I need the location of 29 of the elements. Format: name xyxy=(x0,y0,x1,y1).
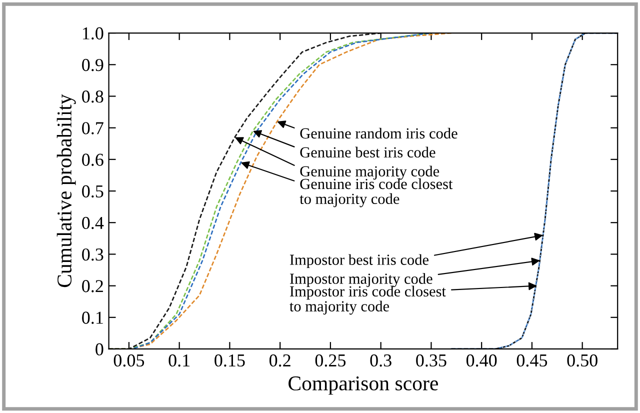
annotation: Genuine iris code closest to majority code xyxy=(300,178,453,208)
annotation: Genuine best iris code xyxy=(300,146,436,158)
x-tick-label: 0.15 xyxy=(214,354,245,367)
x-tick-label: 0.1 xyxy=(168,354,190,367)
x-tick-label: 0.2 xyxy=(269,354,290,367)
y-tick-label: 1.0 xyxy=(82,27,104,40)
y-axis-title: Cumulative probability xyxy=(56,94,76,288)
y-tick-label: 0.6 xyxy=(82,154,104,166)
y-tick-label: 0.5 xyxy=(82,185,104,198)
x-tick-label: 0.50 xyxy=(567,354,598,367)
x-tick-label: 0.45 xyxy=(516,354,548,367)
x-axis-title: Comparison score xyxy=(288,376,438,395)
annotation: Impostor best iris code xyxy=(290,254,428,268)
y-tick-label: 0.2 xyxy=(82,280,103,292)
y-tick-label: 0 xyxy=(96,343,104,356)
y-tick-label: 0.7 xyxy=(82,122,104,134)
x-tick-label: 0.05 xyxy=(114,354,144,367)
x-tick-label: 0.25 xyxy=(315,354,346,367)
y-tick-label: 0.9 xyxy=(82,58,104,72)
x-tick-label: 0.3 xyxy=(370,354,392,367)
annotation: Genuine random iris code xyxy=(300,128,458,139)
y-tick-label: 0.8 xyxy=(82,90,104,103)
annotation: Impostor iris code closest to majority code xyxy=(290,286,446,315)
line-series xyxy=(501,34,584,348)
y-tick-label: 0.1 xyxy=(82,312,103,324)
y-tick-label: 0.3 xyxy=(82,248,104,261)
x-tick-label: 0.35 xyxy=(416,354,446,367)
y-tick-label: 0.4 xyxy=(82,216,104,230)
x-tick-label: 0.40 xyxy=(466,354,497,367)
